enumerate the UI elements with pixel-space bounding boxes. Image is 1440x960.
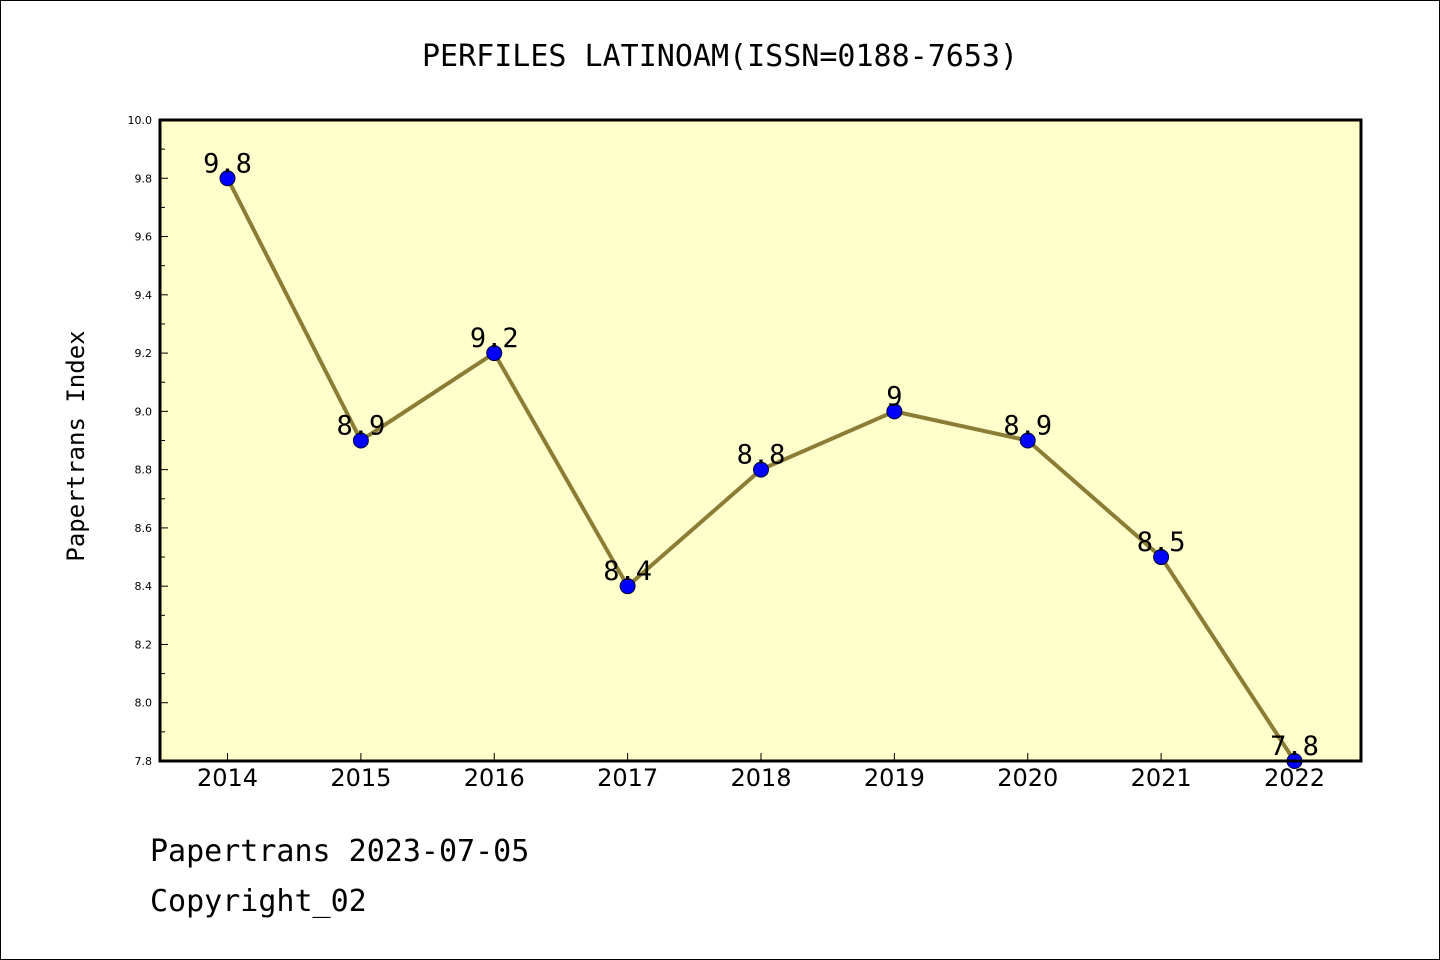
data-labels: 9.8 8.9 9.2 8.4 8.8 9 8.9 8.5 7.8 [203,148,1319,762]
x-tick-label: 2019 [864,764,925,792]
data-label: 9.8 [203,148,252,179]
data-point [753,461,769,478]
x-tick-label: 2016 [464,764,525,792]
data-label: 9 [886,381,902,412]
data-label: 8.4 [603,556,652,587]
data-point [619,578,636,595]
chart-title: PERFILES LATINOAM(ISSN=0188-7653) [422,39,1018,74]
data-point [219,170,236,187]
x-tick-label: 2015 [330,764,391,792]
x-axis: 2014 2015 2016 2017 2018 2019 2020 2021 2022 [197,753,1325,792]
x-tick-label: 2017 [597,764,658,792]
x-tick-label: 2020 [997,764,1058,792]
y-tick-label: 8.8 [135,464,153,477]
data-point [1153,549,1170,566]
data-label: 8.8 [737,440,786,471]
y-tick-label: 8.6 [135,522,153,535]
data-label: 8.9 [336,411,385,442]
y-tick-label: 8.0 [135,697,153,710]
y-tick-label: 8.2 [135,638,153,651]
data-label: 7.8 [1270,731,1319,762]
x-tick-label: 2014 [197,764,258,792]
y-axis: 7.8 8.0 8.2 8.4 8.6 8.8 9.0 9.2 9.4 9.6 9.8 10.0 [128,114,168,768]
y-tick-label: 10.0 [128,114,153,127]
data-label: 8.9 [1003,411,1052,442]
series-markers [219,170,1303,769]
y-tick-label: 9.2 [135,347,153,360]
y-axis-label: Papertrans Index [62,330,90,561]
x-tick-label: 2018 [730,764,791,792]
y-tick-label: 8.4 [135,580,153,593]
y-tick-label: 7.8 [135,755,153,768]
y-tick-label: 9.0 [135,405,153,418]
data-label: 8.5 [1137,527,1186,558]
footer-date: Papertrans 2023-07-05 [150,834,530,869]
plot-border [158,118,1363,763]
y-tick-label: 9.4 [135,289,153,302]
y-tick-label: 9.8 [135,172,153,185]
data-point [486,345,503,362]
data-point [352,432,369,449]
footer-copyright: Copyright_02 [150,884,367,919]
data-point [1019,432,1036,449]
data-point [886,403,903,420]
data-label: 9.2 [470,323,519,354]
y-tick-label: 9.6 [135,231,153,244]
x-tick-label: 2021 [1131,764,1192,792]
